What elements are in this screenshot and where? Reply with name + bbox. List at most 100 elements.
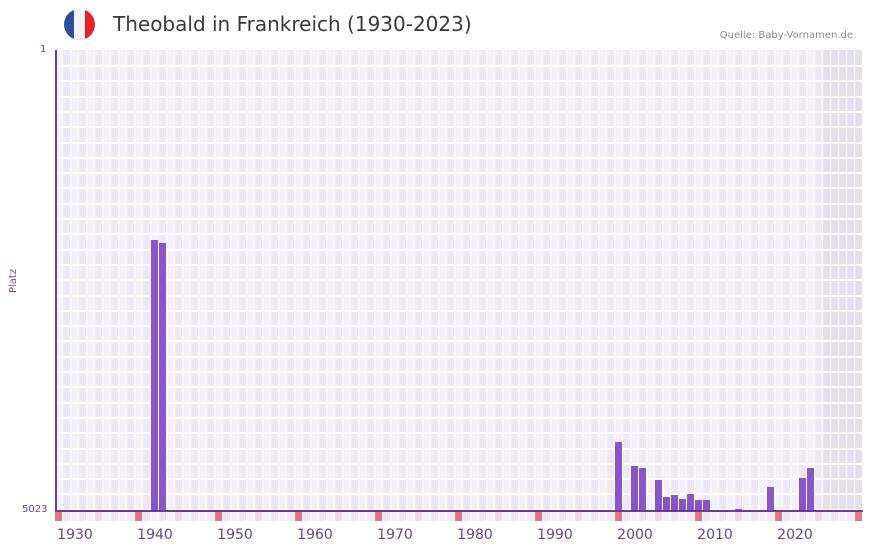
year-marker [287,512,294,521]
bar-2007[interactable] [687,494,694,510]
grid-line [55,340,863,342]
grid-line [55,249,863,251]
year-marker [407,512,414,521]
year-marker [495,512,502,521]
year-marker [791,512,798,521]
year-marker [623,512,630,521]
year-marker [807,512,814,521]
year-marker [351,512,358,521]
grid-line [55,157,863,159]
year-marker [655,512,662,521]
bar-2006[interactable] [679,499,686,510]
year-marker [311,512,318,521]
flag-france-icon [64,9,95,40]
year-marker [119,512,126,521]
grid-line [55,325,863,327]
y-tick-bottom: 5023 [22,504,48,515]
year-marker [703,512,710,521]
year-marker [511,512,518,521]
grid-line [55,142,863,144]
year-marker [695,512,702,521]
x-tick-1930: 1930 [57,527,93,543]
year-marker [327,512,334,521]
grid-line [55,126,863,128]
year-marker [607,512,614,521]
year-marker [831,512,838,521]
year-marker [447,512,454,521]
year-marker [527,512,534,521]
bar-1940[interactable] [151,240,158,510]
year-marker [135,512,142,521]
bar-2000[interactable] [631,466,638,510]
bar-2008[interactable] [695,500,702,510]
y-axis-line [55,50,57,511]
year-marker [783,512,790,521]
year-marker [471,512,478,521]
year-marker [199,512,206,521]
year-marker [631,512,638,521]
year-marker [727,512,734,521]
year-marker [671,512,678,521]
grid-line [55,310,863,312]
year-marker [663,512,670,521]
grid-line [55,96,863,98]
grid-line [55,111,863,113]
grid-line [55,463,863,465]
year-marker [247,512,254,521]
year-marker [743,512,750,521]
bar-1941[interactable] [159,243,166,510]
y-tick-top: 1 [40,44,47,55]
year-marker [431,512,438,521]
year-marker [111,512,118,521]
year-marker [295,512,302,521]
year-marker [551,512,558,521]
year-marker [367,512,374,521]
year-marker [151,512,158,521]
bar-2013[interactable] [735,509,742,510]
bar-2005[interactable] [671,495,678,510]
year-marker [503,512,510,521]
year-marker [583,512,590,521]
bar-2009[interactable] [703,500,710,510]
year-marker [335,512,342,521]
year-marker [847,512,854,521]
bar-2021[interactable] [799,478,806,510]
year-marker [751,512,758,521]
grid-line [55,493,863,495]
year-marker [535,512,542,521]
year-marker [823,512,830,521]
flag-stripe-red [84,9,95,40]
bar-2001[interactable] [639,468,646,510]
grid-line [55,203,863,205]
bar-2004[interactable] [663,497,670,510]
year-marker [599,512,606,521]
year-marker [375,512,382,521]
bar-2017[interactable] [767,487,774,510]
year-marker [759,512,766,521]
year-marker [735,512,742,521]
x-tick-2010: 2010 [697,527,733,543]
x-tick-2020: 2020 [777,527,813,543]
grid-line [55,279,863,281]
grid-line [55,402,863,404]
bar-1998[interactable] [615,442,622,510]
grid-line [55,80,863,82]
year-marker [55,512,62,521]
year-marker [223,512,230,521]
flag-stripe-blue [64,9,75,40]
year-marker [391,512,398,521]
year-marker [463,512,470,521]
year-marker [559,512,566,521]
year-marker [439,512,446,521]
year-marker [191,512,198,521]
bar-2003[interactable] [655,480,662,510]
x-tick-1980: 1980 [457,527,493,543]
year-marker [271,512,278,521]
year-marker [263,512,270,521]
grid-line [55,478,863,480]
bar-2022[interactable] [807,468,814,510]
grid-line [55,172,863,174]
year-marker [399,512,406,521]
grid-line [55,448,863,450]
y-axis-title: Platz [8,268,19,293]
